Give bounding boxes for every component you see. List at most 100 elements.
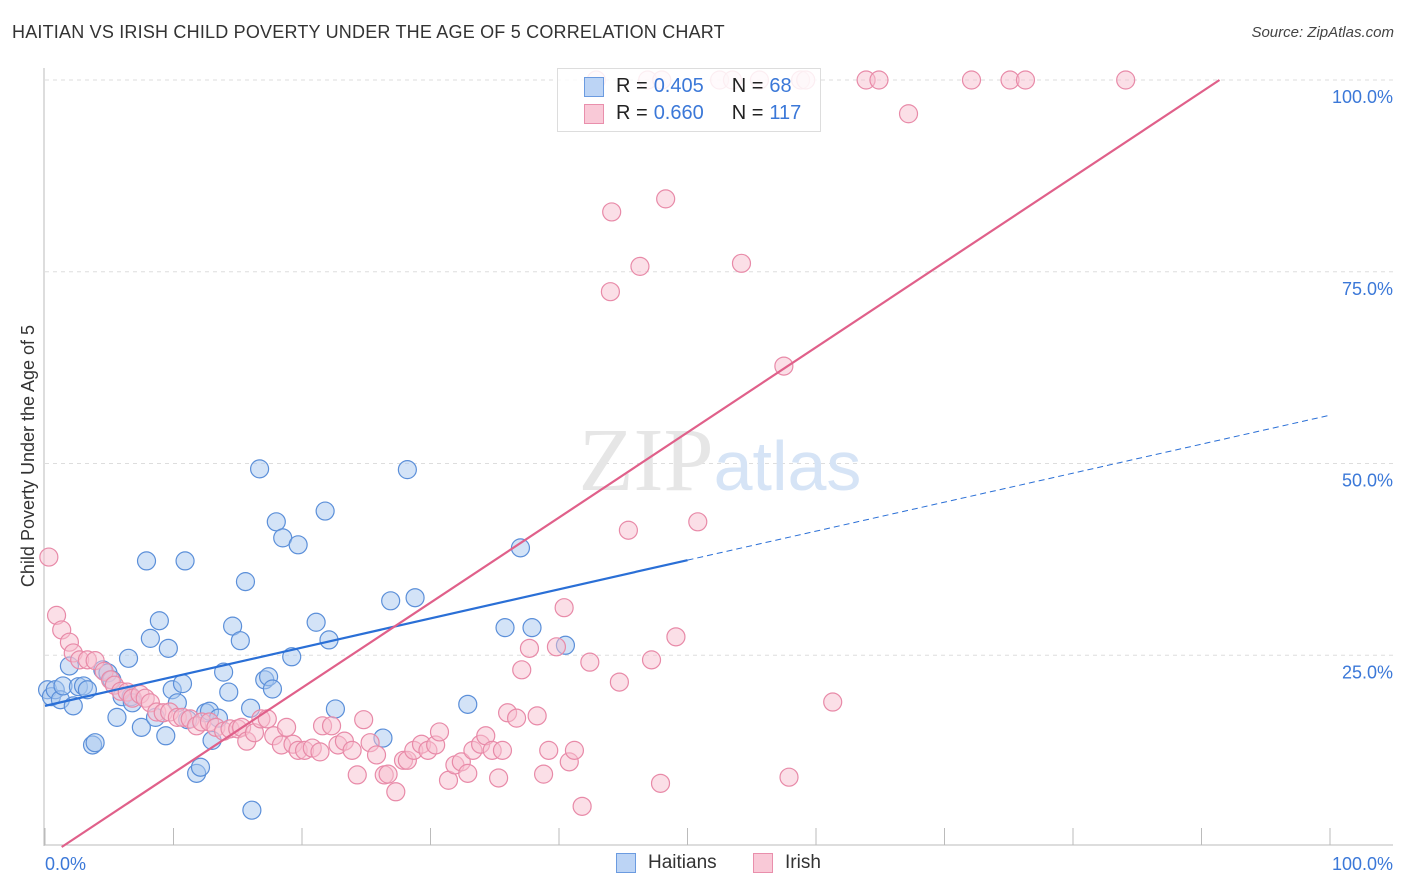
- data-point-irish: [489, 768, 509, 788]
- data-point-haitians: [458, 694, 478, 714]
- data-point-irish: [779, 767, 799, 787]
- data-point-irish: [666, 627, 686, 647]
- n-label: N =: [731, 102, 764, 124]
- data-point-haitians: [306, 612, 326, 632]
- trend-line-haitians: [44, 559, 688, 707]
- legend-row-haitians: R = 0.405 N = 68: [584, 75, 792, 98]
- data-point-haitians: [235, 572, 256, 592]
- data-point-irish: [898, 104, 919, 124]
- data-point-haitians: [158, 638, 178, 658]
- data-point-irish: [533, 764, 554, 784]
- data-point-haitians: [249, 459, 270, 479]
- y-tick-label: 25.0%: [1342, 662, 1393, 682]
- data-point-irish: [386, 782, 406, 802]
- data-point-irish: [519, 638, 540, 658]
- r-label: R =: [616, 102, 648, 124]
- data-point-irish: [602, 202, 622, 222]
- y-tick-label: 50.0%: [1342, 471, 1393, 491]
- data-point-irish: [823, 692, 843, 712]
- bottom-legend-haitians: Haitians: [616, 852, 717, 874]
- data-point-irish: [527, 706, 547, 726]
- data-point-irish: [429, 722, 450, 742]
- data-point-irish: [580, 652, 600, 672]
- data-point-irish: [731, 253, 752, 273]
- data-point-haitians: [175, 551, 195, 571]
- data-point-haitians: [282, 647, 302, 667]
- data-point-irish: [321, 716, 342, 736]
- data-point-irish: [310, 742, 330, 762]
- data-point-haitians: [262, 679, 283, 699]
- data-point-haitians: [140, 628, 160, 648]
- data-point-irish: [506, 708, 527, 728]
- data-point-irish: [546, 637, 567, 657]
- data-point-haitians: [149, 611, 169, 631]
- data-point-irish: [257, 709, 277, 729]
- data-point-irish: [572, 796, 592, 816]
- data-point-irish: [869, 70, 889, 90]
- data-point-irish: [656, 189, 676, 209]
- data-point-irish: [641, 650, 662, 670]
- r-label: R =: [616, 75, 648, 97]
- data-point-haitians: [131, 717, 151, 737]
- data-point-irish: [609, 672, 629, 692]
- data-point-irish: [347, 765, 367, 785]
- legend-label-irish: Irish: [785, 852, 821, 873]
- data-point-haitians: [495, 618, 515, 638]
- data-point-haitians: [242, 800, 262, 820]
- data-point-haitians: [156, 726, 176, 746]
- bottom-legend-irish: Irish: [753, 852, 821, 874]
- data-point-irish: [600, 282, 621, 302]
- watermark: ZIPatlas: [579, 411, 862, 510]
- data-point-haitians: [219, 682, 239, 702]
- data-point-haitians: [230, 631, 250, 651]
- data-point-haitians: [381, 591, 401, 611]
- y-tick-label: 100.0%: [1332, 87, 1393, 107]
- n-value-haitians: 68: [769, 75, 792, 97]
- data-point-haitians: [266, 512, 286, 532]
- data-point-irish: [630, 256, 650, 276]
- legend-swatch-irish: [753, 853, 773, 873]
- legend-swatch-irish: [584, 103, 604, 124]
- data-point-haitians: [522, 618, 542, 638]
- data-point-irish: [492, 740, 513, 760]
- data-point-irish: [961, 70, 982, 90]
- legend-row-irish: R = 0.660 N = 117: [584, 102, 801, 125]
- data-point-haitians: [405, 588, 425, 608]
- data-point-haitians: [118, 648, 139, 668]
- chart-title: HAITIAN VS IRISH CHILD POVERTY UNDER THE…: [12, 22, 725, 42]
- source-label: Source: ZipAtlas.com: [1251, 24, 1394, 41]
- data-point-irish: [512, 660, 532, 680]
- data-point-irish: [539, 740, 559, 760]
- x-tick-label: 0.0%: [45, 854, 86, 874]
- data-point-haitians: [136, 551, 157, 571]
- legend: R = 0.405 N = 68 R = 0.660 N = 117: [557, 68, 821, 132]
- data-point-irish: [1116, 70, 1136, 90]
- data-point-irish: [342, 740, 362, 760]
- data-point-irish: [354, 710, 374, 730]
- legend-swatch-haitians: [616, 853, 636, 873]
- data-point-irish: [366, 745, 387, 765]
- data-point-haitians: [214, 662, 234, 682]
- data-point-irish: [39, 547, 59, 567]
- data-point-haitians: [288, 535, 308, 555]
- data-point-irish: [1015, 70, 1036, 90]
- r-value-irish: 0.660: [653, 102, 704, 124]
- data-point-irish: [650, 773, 671, 793]
- legend-label-haitians: Haitians: [648, 852, 717, 873]
- trend-line-irish: [61, 79, 1221, 848]
- data-point-haitians: [315, 501, 335, 521]
- data-point-irish: [378, 764, 398, 784]
- data-point-irish: [564, 740, 585, 760]
- data-point-haitians: [172, 674, 193, 694]
- data-point-haitians: [190, 757, 211, 777]
- n-label: N =: [731, 75, 764, 97]
- data-point-irish: [458, 763, 478, 783]
- legend-swatch-haitians: [584, 76, 604, 97]
- x-tick-label: 100.0%: [1332, 854, 1393, 874]
- data-point-haitians: [397, 460, 417, 480]
- data-point-irish: [276, 717, 297, 737]
- data-point-irish: [618, 520, 638, 540]
- data-point-haitians: [107, 707, 127, 727]
